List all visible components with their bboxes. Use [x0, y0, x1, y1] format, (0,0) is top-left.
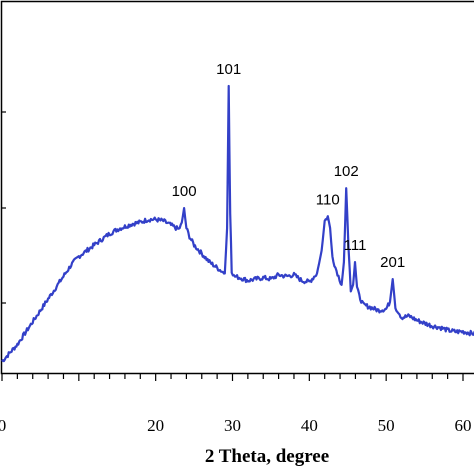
- x-tick-label: 50: [378, 416, 395, 435]
- series-layer: [1, 84, 474, 363]
- x-tick-label: 60: [455, 416, 472, 435]
- x-tick-label: 40: [301, 416, 318, 435]
- peak-label: 110: [316, 192, 340, 209]
- x-tick-label: 0: [0, 416, 6, 435]
- xrd-series-line: [1, 84, 474, 363]
- peak-label: 100: [172, 183, 197, 200]
- plot-frame: [0, 0, 474, 375]
- peak-label: 101: [216, 61, 241, 78]
- x-axis-title: 2 Theta, degree: [205, 446, 329, 467]
- peak-label: 111: [344, 237, 367, 254]
- x-axis-ticks: 0 20 30 40 50 60: [0, 374, 472, 435]
- x-tick-label: 20: [147, 416, 164, 435]
- plot-border: [0, 0, 474, 375]
- x-tick-label: 30: [224, 416, 241, 435]
- peak-label: 102: [334, 163, 359, 180]
- peak-label: 201: [380, 254, 405, 271]
- peak-labels: 100 101 110 102 111 201: [172, 61, 406, 271]
